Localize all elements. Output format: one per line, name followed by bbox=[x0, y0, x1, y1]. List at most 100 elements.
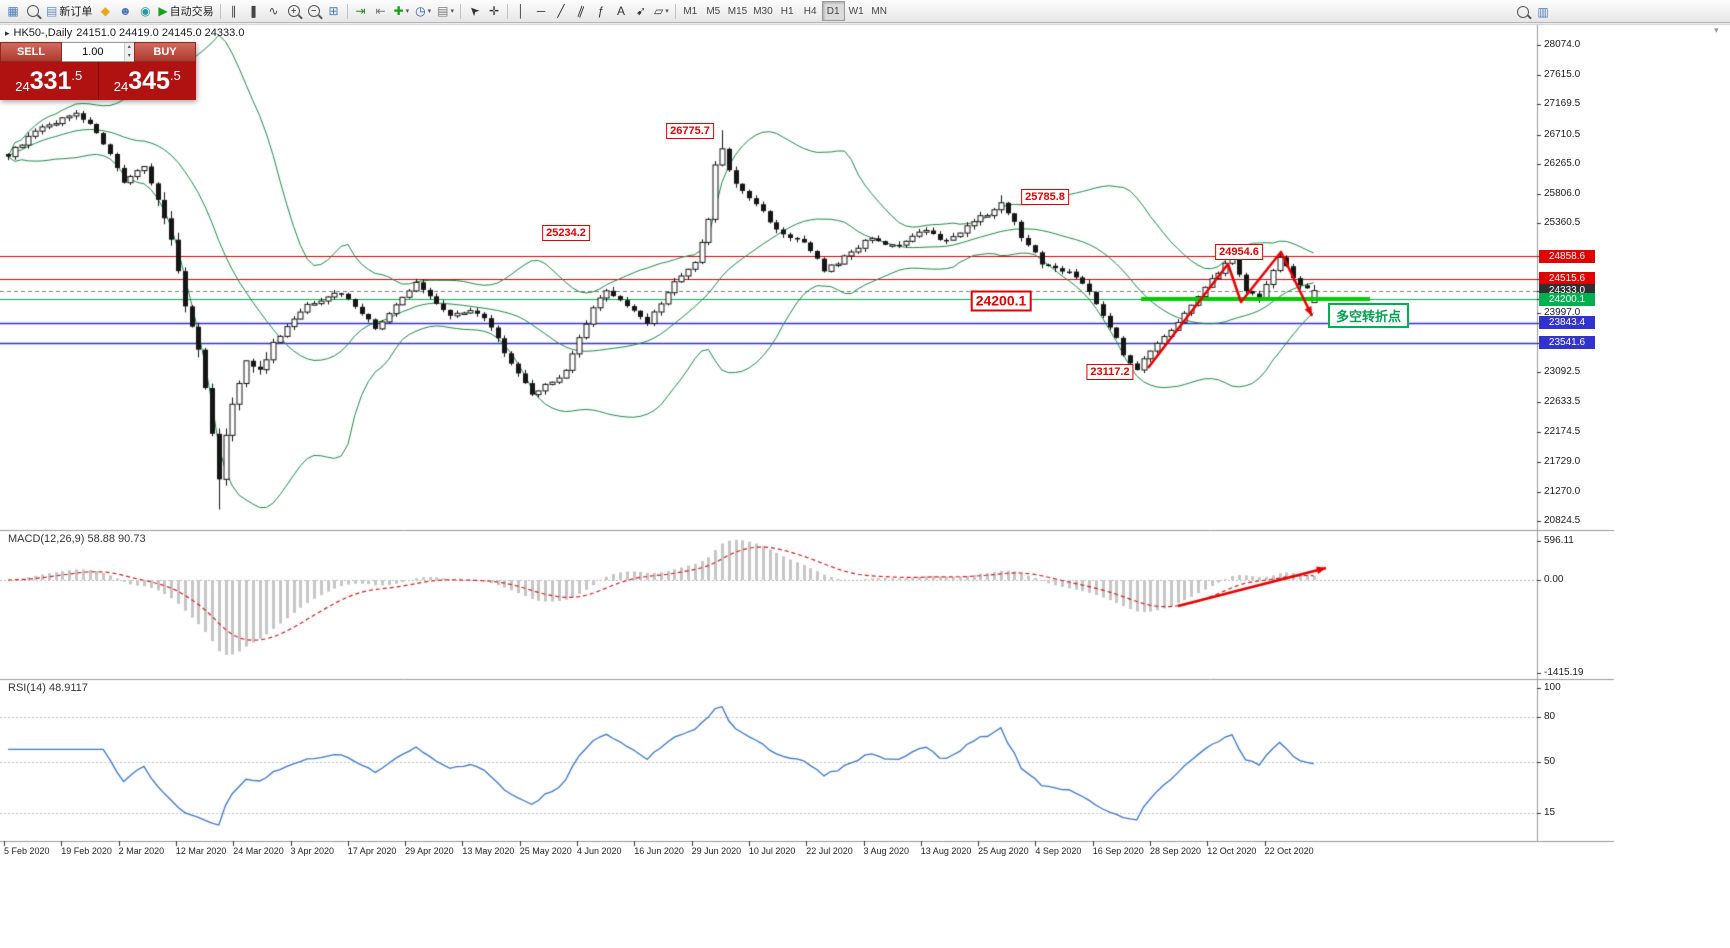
timeframe-m5[interactable]: M5 bbox=[702, 1, 725, 21]
zoom-out-icon: − bbox=[307, 5, 320, 17]
tile-windows-button[interactable]: ⊞ bbox=[324, 1, 344, 21]
shapes-icon: ▱ bbox=[654, 4, 664, 18]
price-axis-tick: 25806.0 bbox=[1544, 187, 1581, 199]
price-axis-tick: 25360.5 bbox=[1544, 217, 1581, 229]
new-order-button-label: 新订单 bbox=[59, 6, 93, 18]
tile-windows-icon: ⊞ bbox=[328, 4, 339, 18]
trendline-button[interactable]: ╱ bbox=[551, 1, 571, 21]
cursor-icon: ➤ bbox=[465, 2, 483, 20]
dropdown-caret-icon: ▾ bbox=[665, 8, 669, 15]
price-axis-tick: 27615.0 bbox=[1544, 69, 1581, 81]
vertical-line-button[interactable]: │ bbox=[511, 1, 531, 21]
shapes-button[interactable]: ▱ ▾ bbox=[651, 1, 672, 21]
community-button[interactable]: ☻ bbox=[115, 1, 135, 21]
indicators-button[interactable]: ✚ ▾ bbox=[391, 1, 413, 21]
chart-preview-button[interactable] bbox=[23, 1, 43, 21]
arrows-icon: ➹ bbox=[635, 4, 647, 18]
chart-scroll-chevron-icon[interactable]: ▾ bbox=[1714, 25, 1719, 35]
chart-shift-button[interactable]: ⇤ bbox=[371, 1, 391, 21]
price-axis-tick: 22633.5 bbox=[1544, 396, 1581, 408]
timeframe-h4[interactable]: H4 bbox=[799, 1, 822, 21]
date-axis-label: 12 Mar 2020 bbox=[175, 846, 227, 856]
fibonacci-button[interactable]: ƒ bbox=[591, 1, 611, 21]
community-icon: ☻ bbox=[119, 4, 132, 18]
price-axis-level-tag: 24515.6 bbox=[1539, 272, 1595, 286]
arrows-button[interactable]: ➹ bbox=[631, 1, 651, 21]
cursor-button[interactable]: ➤ bbox=[464, 1, 484, 21]
date-axis-label: 13 Aug 2020 bbox=[920, 846, 972, 856]
buy-price-tile[interactable]: 24 345.5 bbox=[98, 62, 196, 100]
crosshair-icon: ✛ bbox=[488, 4, 500, 18]
templates-button[interactable]: ▤ ▾ bbox=[434, 1, 457, 21]
auto-scroll-button[interactable]: ⇥ bbox=[351, 1, 371, 21]
date-axis-label: 28 Sep 2020 bbox=[1150, 846, 1202, 856]
search-icon bbox=[1517, 5, 1529, 18]
quotes-button[interactable]: ▥ bbox=[1533, 2, 1553, 22]
bar-chart-button[interactable]: ∥ bbox=[224, 1, 244, 21]
price-annotation[interactable]: 26775.7 bbox=[666, 123, 714, 139]
chart-ohlc-values: 24151.0 24419.0 24145.0 24333.0 bbox=[76, 27, 245, 39]
oneclick-collapse-icon[interactable]: ▸ bbox=[5, 28, 10, 38]
sell-price-tile[interactable]: 24 331.5 bbox=[0, 62, 98, 100]
vertical-line-icon: │ bbox=[517, 4, 525, 18]
timeframe-h1[interactable]: H1 bbox=[776, 1, 799, 21]
new-chart-button[interactable]: ▦ bbox=[3, 1, 23, 21]
timeframe-m1[interactable]: M1 bbox=[679, 1, 702, 21]
horizontal-line-button[interactable]: ─ bbox=[531, 1, 551, 21]
support-button[interactable]: ◉ bbox=[135, 1, 155, 21]
zoom-out-button[interactable]: − bbox=[304, 1, 324, 21]
volume-up-button[interactable]: ▴ bbox=[124, 43, 134, 52]
trade-panel-controls: SELL ▴ ▾ BUY bbox=[0, 42, 196, 62]
price-annotation[interactable]: 24954.6 bbox=[1215, 244, 1263, 260]
new-order-button[interactable]: ▤ 新订单 bbox=[43, 1, 95, 21]
buy-button[interactable]: BUY bbox=[134, 42, 196, 62]
channel-button[interactable]: ∥ bbox=[571, 1, 591, 21]
date-axis-label: 3 Aug 2020 bbox=[863, 846, 910, 856]
price-axis-level-tag: 23541.6 bbox=[1539, 336, 1595, 350]
text-button[interactable]: A bbox=[611, 1, 631, 21]
timeframe-mn[interactable]: MN bbox=[868, 1, 891, 21]
metaeditor-icon: ◆ bbox=[100, 4, 110, 18]
horizontal-line-icon: ─ bbox=[536, 4, 546, 18]
channel-icon: ∥ bbox=[575, 3, 587, 19]
date-axis-label: 22 Jul 2020 bbox=[806, 846, 853, 856]
timeframe-d1[interactable]: D1 bbox=[821, 1, 845, 21]
timeframe-m15[interactable]: M15 bbox=[725, 1, 750, 21]
search-button[interactable] bbox=[1513, 2, 1533, 22]
timeframe-w1[interactable]: W1 bbox=[845, 1, 868, 21]
price-annotation[interactable]: 25785.8 bbox=[1021, 189, 1069, 205]
candlestick-chart-button[interactable]: ❚ bbox=[244, 1, 264, 21]
chart-title-bar: ▸ HK50-,Daily 24151.0 24419.0 24145.0 2433… bbox=[5, 27, 248, 39]
price-annotation[interactable]: 24200.1 bbox=[970, 290, 1032, 312]
chart-symbol-period: HK50-,Daily bbox=[13, 27, 73, 39]
metaeditor-button[interactable]: ◆ bbox=[95, 1, 115, 21]
crosshair-button[interactable]: ✛ bbox=[484, 1, 504, 21]
price-axis-tick: 28074.0 bbox=[1544, 39, 1581, 50]
price-annotation[interactable]: 23117.2 bbox=[1086, 364, 1134, 380]
macd-indicator-label: MACD(12,26,9) 58.88 90.73 bbox=[8, 533, 146, 545]
bar-chart-icon: ∥ bbox=[230, 4, 237, 18]
sell-button[interactable]: SELL bbox=[0, 42, 62, 62]
line-chart-button[interactable]: ∿ bbox=[264, 1, 284, 21]
autotrading-button-label: 自动交易 bbox=[169, 6, 214, 18]
volume-down-button[interactable]: ▾ bbox=[124, 52, 134, 61]
autotrading-button[interactable]: ▶ 自动交易 bbox=[155, 1, 216, 21]
price-axis-tick: 21270.0 bbox=[1544, 485, 1581, 497]
volume-steppers: ▴ ▾ bbox=[123, 43, 134, 61]
price-annotation[interactable]: 25234.2 bbox=[542, 225, 590, 241]
auto-scroll-icon: ⇥ bbox=[355, 4, 366, 18]
turning-point-annotation[interactable]: 多空转折点 bbox=[1328, 303, 1410, 328]
trendline-icon: ╱ bbox=[557, 4, 565, 18]
timeframe-m30[interactable]: M30 bbox=[750, 1, 775, 21]
volume-input[interactable] bbox=[62, 43, 124, 61]
date-axis-label: 29 Apr 2020 bbox=[405, 846, 454, 856]
date-axis-label: 19 Feb 2020 bbox=[61, 846, 112, 856]
date-axis-label: 4 Jun 2020 bbox=[577, 846, 622, 856]
chart-preview-icon bbox=[27, 5, 39, 17]
zoom-in-button[interactable]: + bbox=[284, 1, 304, 21]
zoom-in-icon: + bbox=[287, 5, 300, 17]
date-axis-label: 16 Sep 2020 bbox=[1092, 846, 1144, 856]
periods-button[interactable]: ◷ ▾ bbox=[412, 1, 434, 21]
